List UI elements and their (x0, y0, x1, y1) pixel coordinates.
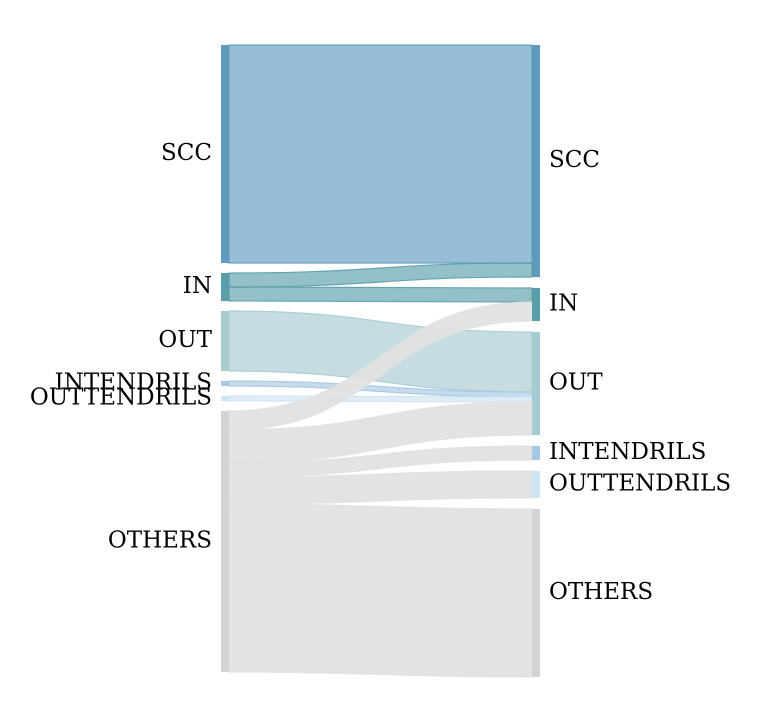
nodes-layer (221, 45, 540, 677)
left-node-in (221, 273, 229, 301)
flow-scc-to-scc (228, 44, 533, 264)
left-node-outtendrils (221, 396, 229, 401)
right-node-outtendrils (532, 471, 540, 498)
right-node-out (532, 332, 540, 435)
left-label-intendrils: INTENDRILS (55, 370, 212, 396)
right-label-scc: SCC (549, 147, 600, 173)
flow-outtendrils-to-out (228, 395, 533, 403)
right-node-intendrils (532, 446, 540, 460)
left-node-others (221, 411, 229, 672)
right-label-intendrils: INTENDRILS (549, 439, 706, 465)
right-label-in: IN (549, 291, 578, 317)
left-label-outtendrils: OUTTENDRILS (30, 385, 212, 411)
left-label-others: OTHERS (108, 528, 212, 554)
flow-in-to-scc (228, 262, 533, 288)
right-label-outtendrils: OUTTENDRILS (549, 471, 731, 497)
right-label-others: OTHERS (549, 579, 653, 605)
flows-layer (228, 44, 533, 678)
right-node-scc (532, 45, 540, 277)
left-label-scc: SCC (161, 140, 212, 166)
flow-in-to-in (228, 286, 533, 303)
right-node-others (532, 509, 540, 677)
right-node-in (532, 288, 540, 321)
flow-others-to-others (228, 503, 533, 678)
left-node-intendrils (221, 381, 229, 386)
left-node-out (221, 311, 229, 371)
labels-layer: SCCINOUTINTENDRILSOUTTENDRILSOTHERSSCCIN… (30, 140, 731, 605)
left-node-scc (221, 45, 229, 263)
left-label-in: IN (183, 273, 212, 299)
right-label-out: OUT (549, 370, 603, 396)
left-label-out: OUT (158, 327, 212, 353)
